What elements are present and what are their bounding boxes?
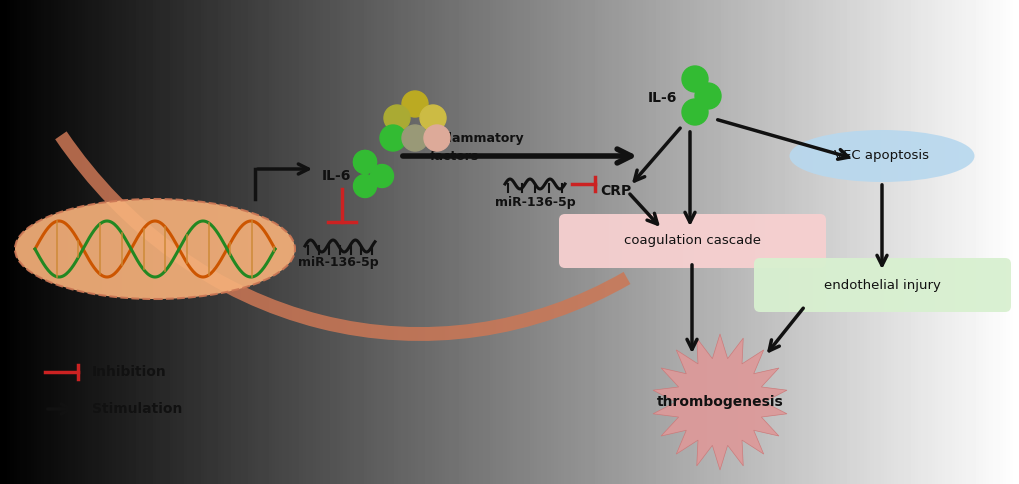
Text: factors: factors <box>430 150 479 163</box>
Circle shape <box>370 165 393 187</box>
Ellipse shape <box>15 199 294 299</box>
Ellipse shape <box>789 130 973 182</box>
Circle shape <box>354 151 376 173</box>
FancyBboxPatch shape <box>753 258 1010 312</box>
Circle shape <box>682 66 707 92</box>
Circle shape <box>354 175 376 197</box>
Circle shape <box>354 151 376 173</box>
Circle shape <box>682 99 707 125</box>
Text: miR-136-5p: miR-136-5p <box>494 196 575 209</box>
Text: thrombogenesis: thrombogenesis <box>656 395 783 409</box>
FancyBboxPatch shape <box>558 214 825 268</box>
Circle shape <box>401 125 428 151</box>
Circle shape <box>401 91 428 117</box>
Polygon shape <box>652 334 787 470</box>
Text: IL-6: IL-6 <box>647 91 676 105</box>
Text: VEC apoptosis: VEC apoptosis <box>834 150 928 163</box>
Text: IL-6: IL-6 <box>322 169 351 183</box>
Text: Inhibition: Inhibition <box>92 365 166 379</box>
Circle shape <box>380 125 406 151</box>
Text: CRP: CRP <box>599 184 631 198</box>
Text: Stimulation: Stimulation <box>92 402 182 416</box>
Circle shape <box>383 105 410 131</box>
Text: coagulation cascade: coagulation cascade <box>623 235 760 247</box>
Text: endothelial injury: endothelial injury <box>822 278 940 291</box>
Text: miR-136-5p: miR-136-5p <box>298 256 378 269</box>
Circle shape <box>420 105 445 131</box>
Circle shape <box>424 125 449 151</box>
Circle shape <box>694 83 720 109</box>
Text: Inflammatory: Inflammatory <box>430 132 524 145</box>
